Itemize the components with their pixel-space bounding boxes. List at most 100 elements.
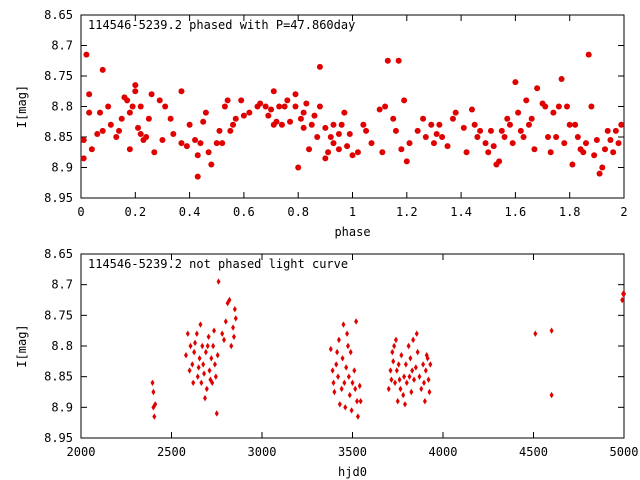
data-point [355,398,360,405]
data-point [347,391,352,399]
data-point [357,382,362,390]
data-point [509,140,516,147]
data-point [343,404,348,411]
data-point [402,373,407,380]
y-tick-label: 8.9 [51,161,73,175]
data-point [580,149,587,156]
data-point [99,127,106,134]
data-point [219,140,226,147]
data-point [406,140,413,147]
data-point [390,115,397,122]
data-point [208,161,215,168]
data-point [547,149,554,156]
data-point [404,379,409,386]
y-tick-label: 8.95 [44,431,73,445]
data-point [192,348,197,356]
data-point [427,388,432,396]
data-point [132,88,139,95]
y-tick-label: 8.75 [44,69,73,83]
data-point [322,155,329,162]
data-point [574,134,581,140]
data-point [215,352,220,359]
data-point [151,388,156,396]
data-point [337,401,342,408]
data-point [80,155,87,162]
data-point [151,149,158,156]
data-point [124,97,131,104]
data-point [411,336,416,344]
data-point [292,91,299,98]
data-point [420,115,427,122]
data-point [150,379,155,386]
data-point [620,296,625,304]
data-point [199,379,204,386]
data-point [498,127,505,134]
data-point [426,376,431,383]
data-point [216,127,223,134]
data-point [276,103,283,110]
data-point [485,149,492,156]
data-point [403,158,410,165]
data-point [460,124,467,131]
data-point [195,373,200,380]
data-point [528,115,535,122]
data-point [618,121,625,128]
data-point [413,364,418,371]
x-tick-label: 0.6 [233,205,255,219]
data-point [325,149,332,156]
x-tick-label: 2500 [157,445,186,459]
data-point [331,379,336,386]
data-point [227,296,232,304]
x-tick-label: 1 [349,205,356,219]
data-point [210,379,215,386]
data-point [200,342,205,350]
data-point [188,342,193,350]
y-tick-label: 8.65 [44,8,73,22]
data-point [135,124,142,131]
data-point [555,103,562,110]
data-point [388,367,393,374]
data-point [332,388,337,396]
data-point [391,358,396,365]
data-point [204,385,209,393]
y-axis-label: I[mag] [15,324,29,367]
data-point [143,134,150,140]
data-point [221,103,228,110]
data-point [396,361,401,368]
data-point [205,149,212,156]
data-point [137,130,144,137]
data-point [232,115,239,122]
data-point [167,115,174,122]
data-point [224,97,231,104]
data-point [197,140,204,147]
data-point [185,330,190,337]
data-point [604,127,611,134]
data-point [482,140,489,147]
data-point [186,121,193,128]
data-point [601,146,608,153]
data-point [490,143,497,150]
data-point [393,336,398,344]
data-point [355,413,360,420]
data-point [599,164,606,171]
x-tick-label: 4500 [519,445,548,459]
data-point [297,115,304,122]
data-point [349,152,356,159]
data-point [233,315,238,322]
data-point [607,137,614,144]
data-point [281,103,288,110]
data-point [335,348,340,356]
data-point [463,149,470,156]
data-point [229,342,234,350]
data-point [86,91,93,98]
data-point [265,112,272,119]
data-point [401,391,406,399]
data-point [403,361,408,368]
y-tick-label: 8.65 [44,247,73,261]
data-point [341,109,348,116]
data-point [549,327,554,334]
data-point [336,373,341,380]
data-point [393,379,398,386]
data-point [408,355,413,362]
data-point [262,103,269,110]
